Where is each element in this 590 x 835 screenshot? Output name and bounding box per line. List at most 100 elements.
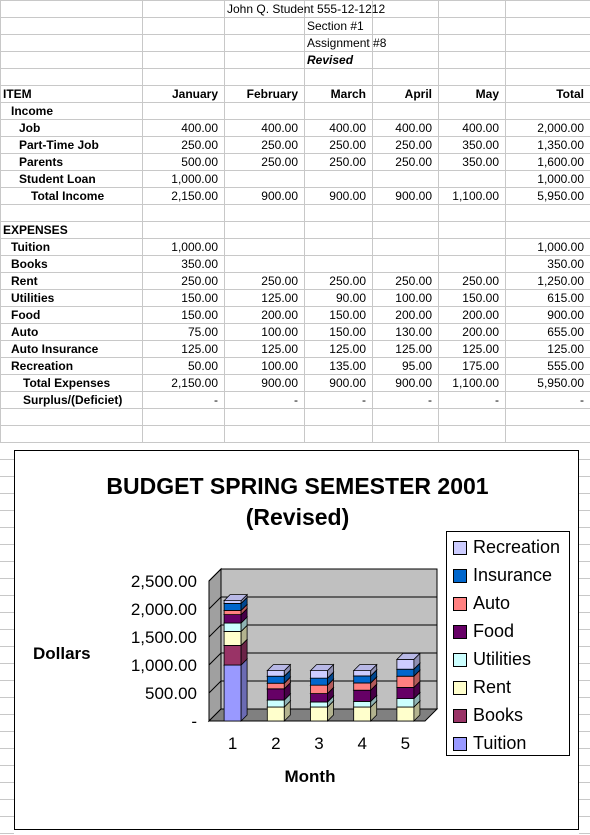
income-row-value[interactable] (304, 171, 372, 188)
expense-row-value[interactable]: 150.00 (462, 291, 499, 305)
revised-label[interactable]: Revised (307, 53, 354, 67)
total-income-label[interactable]: Total Income (31, 189, 105, 203)
income-row-label[interactable]: Parents (19, 155, 64, 169)
surplus-value[interactable]: - (580, 393, 584, 407)
month-header[interactable]: January (171, 87, 218, 101)
expense-row-value[interactable]: 175.00 (462, 359, 499, 373)
income-row-value[interactable]: 2,000.00 (537, 121, 584, 135)
expense-row-value[interactable]: 125.00 (261, 291, 298, 305)
total-income-value[interactable]: 900.00 (395, 189, 432, 203)
expense-row-label[interactable]: Auto (11, 325, 39, 339)
income-row-value[interactable]: 400.00 (261, 121, 298, 135)
income-row-value[interactable]: 400.00 (181, 121, 218, 135)
month-header[interactable]: May (475, 87, 499, 101)
expense-row-value[interactable]: 100.00 (261, 359, 298, 373)
total-income-value[interactable]: 1,100.00 (452, 189, 499, 203)
total-expenses-value[interactable]: 1,100.00 (452, 376, 499, 390)
surplus-value[interactable]: - (362, 393, 366, 407)
expense-row-value[interactable]: 90.00 (335, 291, 366, 305)
income-row-value[interactable]: 1,350.00 (537, 138, 584, 152)
expense-row-value[interactable] (372, 256, 438, 273)
total-income-value[interactable]: 5,950.00 (537, 189, 584, 203)
expense-row-value[interactable]: 50.00 (187, 359, 218, 373)
expense-row-value[interactable]: 900.00 (547, 308, 584, 322)
income-row-value[interactable]: 350.00 (462, 155, 499, 169)
total-income-value[interactable]: 900.00 (261, 189, 298, 203)
income-row-value[interactable]: 250.00 (329, 155, 366, 169)
total-expenses-value[interactable]: 2,150.00 (171, 376, 218, 390)
income-row-value[interactable] (438, 171, 505, 188)
budget-chart[interactable]: BUDGET SPRING SEMESTER 2001 (Revised) - 5… (14, 450, 579, 830)
expense-row-value[interactable]: 100.00 (261, 325, 298, 339)
expense-row-value[interactable]: 130.00 (395, 325, 432, 339)
total-expenses-label[interactable]: Total Expenses (23, 376, 111, 390)
expense-row-value[interactable]: 250.00 (329, 274, 366, 288)
income-row-label[interactable]: Job (19, 121, 41, 135)
expense-row-value[interactable] (438, 239, 505, 256)
expense-row-value[interactable] (372, 239, 438, 256)
total-expenses-value[interactable]: 900.00 (261, 376, 298, 390)
expense-row-value[interactable]: 125.00 (329, 342, 366, 356)
expense-row-value[interactable]: 250.00 (462, 274, 499, 288)
expense-row-value[interactable]: 150.00 (329, 308, 366, 322)
income-row-label[interactable]: Student Loan (19, 172, 96, 186)
income-row-value[interactable]: 400.00 (395, 121, 432, 135)
income-row-value[interactable]: 500.00 (181, 155, 218, 169)
income-row-value[interactable]: 250.00 (329, 138, 366, 152)
expense-row-value[interactable]: 1,000.00 (537, 240, 584, 254)
expense-row-value[interactable]: 150.00 (181, 308, 218, 322)
expense-row-value[interactable]: 125.00 (462, 342, 499, 356)
expense-row-value[interactable]: 555.00 (547, 359, 584, 373)
expense-row-label[interactable]: Utilities (11, 291, 55, 305)
expense-row-value[interactable]: 100.00 (395, 291, 432, 305)
expense-row-value[interactable] (224, 239, 304, 256)
income-row-value[interactable]: 250.00 (395, 138, 432, 152)
total-expenses-value[interactable]: 5,950.00 (537, 376, 584, 390)
month-header[interactable]: March (330, 87, 366, 101)
expenses-header[interactable]: EXPENSES (3, 223, 68, 237)
expense-row-label[interactable]: Tuition (11, 240, 51, 254)
expense-row-value[interactable]: 250.00 (181, 274, 218, 288)
expense-row-value[interactable]: 350.00 (181, 257, 218, 271)
expense-row-label[interactable]: Recreation (11, 359, 74, 373)
expense-row-value[interactable]: 125.00 (261, 342, 298, 356)
income-header[interactable]: Income (11, 104, 54, 118)
income-row-value[interactable]: 1,600.00 (537, 155, 584, 169)
surplus-label[interactable]: Surplus/(Deficiet) (23, 393, 123, 407)
expense-row-value[interactable]: 350.00 (547, 257, 584, 271)
expense-row-label[interactable]: Books (11, 257, 48, 271)
expense-row-value[interactable]: 250.00 (261, 274, 298, 288)
total-income-value[interactable]: 900.00 (329, 189, 366, 203)
expense-row-value[interactable]: 150.00 (181, 291, 218, 305)
expense-row-value[interactable]: 200.00 (261, 308, 298, 322)
income-row-value[interactable]: 1,000.00 (171, 172, 218, 186)
expense-row-value[interactable]: 615.00 (547, 291, 584, 305)
total-income-value[interactable]: 2,150.00 (171, 189, 218, 203)
expense-row-value[interactable]: 200.00 (395, 308, 432, 322)
surplus-value[interactable]: - (294, 393, 298, 407)
surplus-value[interactable]: - (495, 393, 499, 407)
expense-row-value[interactable]: 200.00 (462, 325, 499, 339)
surplus-value[interactable]: - (214, 393, 218, 407)
income-row-value[interactable] (224, 171, 304, 188)
expense-row-value[interactable]: 200.00 (462, 308, 499, 322)
income-row-value[interactable]: 1,000.00 (537, 172, 584, 186)
expense-row-value[interactable]: 150.00 (329, 325, 366, 339)
expense-row-value[interactable] (304, 256, 372, 273)
total-expenses-value[interactable]: 900.00 (395, 376, 432, 390)
total-expenses-value[interactable]: 900.00 (329, 376, 366, 390)
expense-row-value[interactable] (438, 256, 505, 273)
income-row-value[interactable]: 250.00 (261, 138, 298, 152)
income-row-value[interactable]: 350.00 (462, 138, 499, 152)
expense-row-value[interactable]: 250.00 (395, 274, 432, 288)
expense-row-value[interactable] (224, 256, 304, 273)
month-header[interactable]: February (246, 87, 298, 101)
month-header[interactable]: Total (556, 87, 584, 101)
expense-row-value[interactable]: 125.00 (181, 342, 218, 356)
expense-row-value[interactable]: 1,000.00 (171, 240, 218, 254)
item-header[interactable]: ITEM (3, 87, 32, 101)
expense-row-value[interactable]: 125.00 (395, 342, 432, 356)
expense-row-label[interactable]: Rent (11, 274, 38, 288)
expense-row-label[interactable]: Food (11, 308, 41, 322)
expense-row-value[interactable]: 135.00 (329, 359, 366, 373)
